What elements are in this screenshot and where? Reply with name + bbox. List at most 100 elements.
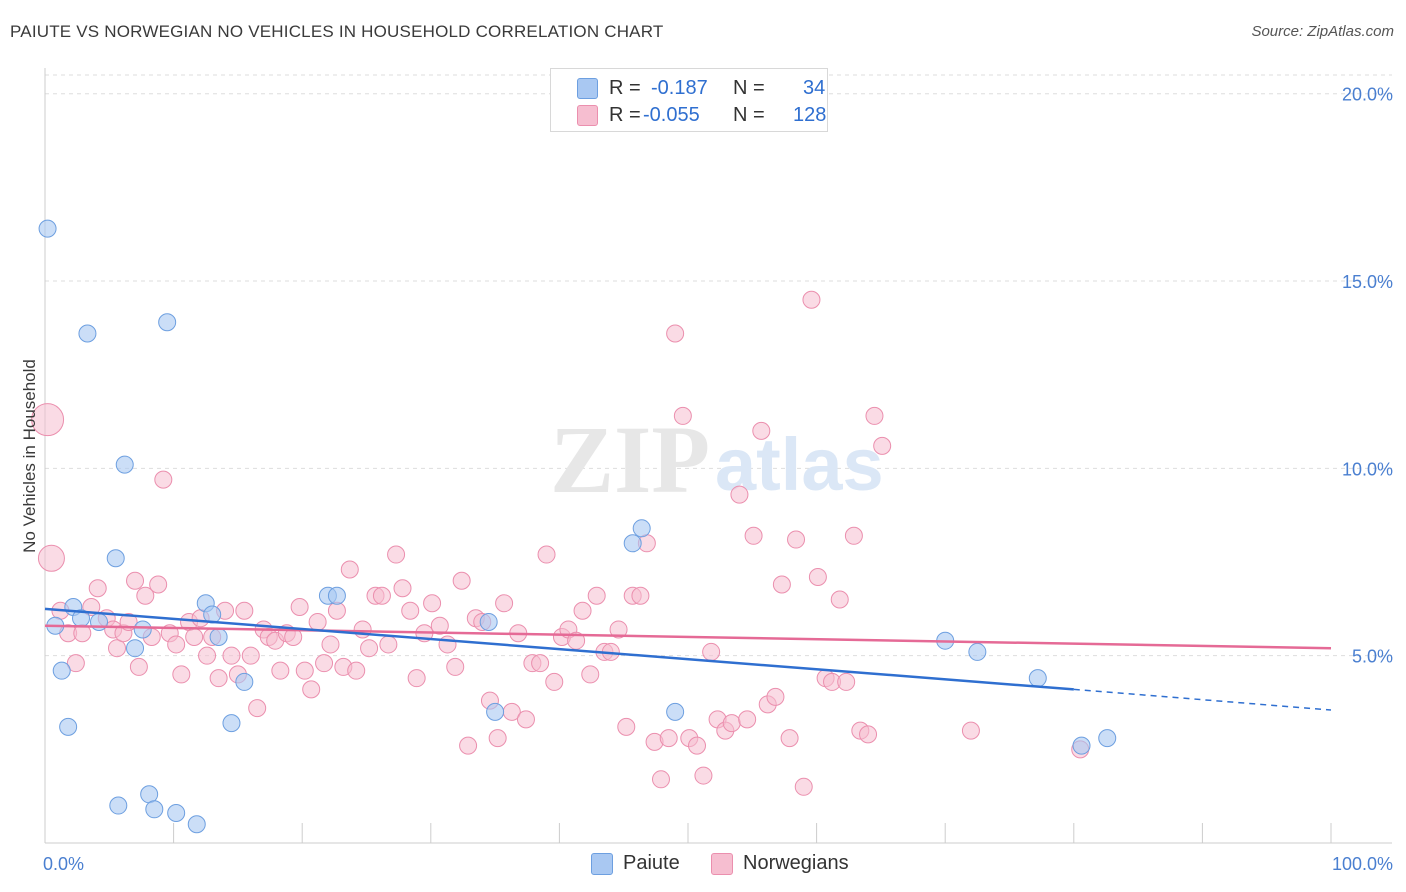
- axis-ticks: 5.0% 10.0% 15.0% 20.0% 0.0% 100.0%: [43, 85, 1393, 874]
- norwegians-point: [581, 665, 600, 684]
- norwegians-point: [694, 766, 713, 785]
- norwegians-point: [393, 579, 412, 598]
- norwegians-swatch: [577, 105, 598, 126]
- norwegians-point: [407, 669, 426, 688]
- norwegians-swatch: [711, 853, 733, 875]
- norwegians-point: [659, 729, 678, 748]
- stats-legend: R = -0.187 N = 34 R = -0.055 N = 128: [550, 68, 828, 132]
- norwegians-point: [537, 545, 556, 564]
- norwegians-point: [802, 290, 821, 309]
- y-tick-label: 10.0%: [1342, 459, 1393, 479]
- paiute-trend-line: [44, 607, 1074, 691]
- norwegians-point: [865, 406, 884, 425]
- paiute-trend-extension: [1073, 688, 1332, 711]
- norwegians-point: [446, 657, 465, 676]
- norwegians-point: [808, 568, 827, 587]
- norwegians-point: [372, 586, 391, 605]
- norwegians-point: [172, 665, 191, 684]
- paiute-points: [38, 219, 1117, 834]
- legend-n-label: N =: [733, 77, 765, 99]
- paiute-point: [115, 455, 134, 474]
- paiute-point: [140, 785, 159, 804]
- norwegians-point: [573, 601, 592, 620]
- norwegians-point: [327, 601, 346, 620]
- norwegians-point: [452, 571, 471, 590]
- norwegians-point: [126, 571, 145, 590]
- paiute-point: [327, 586, 346, 605]
- x-tick-label: 0.0%: [43, 854, 84, 874]
- norwegians-point: [531, 654, 550, 673]
- legend-r-label: R =: [609, 77, 641, 99]
- norwegians-point: [37, 544, 65, 572]
- norwegians-point: [752, 421, 771, 440]
- paiute-point: [1098, 729, 1117, 748]
- paiute-point: [78, 324, 97, 343]
- norwegians-point: [787, 530, 806, 549]
- norwegians-point: [241, 646, 260, 665]
- norwegians-point: [149, 575, 168, 594]
- paiute-point: [623, 534, 642, 553]
- paiute-swatch: [577, 78, 598, 99]
- norwegians-point: [730, 485, 749, 504]
- x-tick-label: 100.0%: [1332, 854, 1393, 874]
- axes: [44, 68, 1392, 844]
- norwegians-point: [308, 612, 327, 631]
- paiute-point: [486, 702, 505, 721]
- norwegians-point: [488, 729, 507, 748]
- norwegians-point: [631, 586, 650, 605]
- norwegians-point: [651, 770, 670, 789]
- legend-r-value: -0.187: [651, 77, 708, 99]
- legend-n-value: 128: [793, 104, 827, 126]
- legend-n-label: N =: [733, 104, 765, 126]
- norwegians-point: [401, 601, 420, 620]
- paiute-point: [1028, 669, 1047, 688]
- norwegians-point: [837, 672, 856, 691]
- norwegians-point: [545, 672, 564, 691]
- norwegians-point: [688, 736, 707, 755]
- norwegians-point: [387, 545, 406, 564]
- norwegians-trend-line: [44, 624, 1332, 650]
- paiute-point: [126, 639, 145, 658]
- paiute-point: [133, 620, 152, 639]
- norwegians-point: [744, 526, 763, 545]
- norwegians-point: [31, 403, 65, 437]
- paiute-point: [106, 549, 125, 568]
- legend-n-value: 34: [803, 77, 826, 99]
- chart-title: PAIUTE VS NORWEGIAN NO VEHICLES IN HOUSE…: [10, 22, 664, 41]
- norwegians-point: [609, 620, 628, 639]
- y-tick-label: 5.0%: [1352, 647, 1393, 667]
- bottom-legend-label: Paiute: [623, 852, 680, 874]
- norwegians-point: [185, 627, 204, 646]
- norwegians-point: [340, 560, 359, 579]
- norwegians-points: [31, 290, 1090, 796]
- norwegians-point: [495, 594, 514, 613]
- paiute-point: [479, 612, 498, 631]
- y-tick-label: 20.0%: [1342, 85, 1393, 105]
- paiute-point: [666, 702, 685, 721]
- norwegians-point: [873, 436, 892, 455]
- norwegians-point: [167, 635, 186, 654]
- paiute-point: [235, 672, 254, 691]
- y-axis-label: No Vehicles in Household: [20, 359, 39, 553]
- gridlines: [45, 74, 1392, 657]
- norwegians-point: [154, 470, 173, 489]
- norwegians-point: [459, 736, 478, 755]
- norwegians-point: [844, 526, 863, 545]
- source-label: Source: ZipAtlas.com: [1251, 23, 1394, 40]
- norwegians-point: [766, 687, 785, 706]
- norwegians-point: [702, 642, 721, 661]
- paiute-point: [59, 717, 78, 736]
- norwegians-point: [198, 646, 217, 665]
- paiute-point: [1072, 736, 1091, 755]
- norwegians-point: [666, 324, 685, 343]
- norwegians-point: [617, 717, 636, 736]
- norwegians-point: [108, 639, 127, 658]
- paiute-point: [167, 804, 186, 823]
- norwegians-point: [794, 777, 813, 796]
- norwegians-point: [438, 635, 457, 654]
- norwegians-point: [235, 601, 254, 620]
- paiute-point: [632, 519, 651, 538]
- norwegians-point: [290, 597, 309, 616]
- paiute-point: [109, 796, 128, 815]
